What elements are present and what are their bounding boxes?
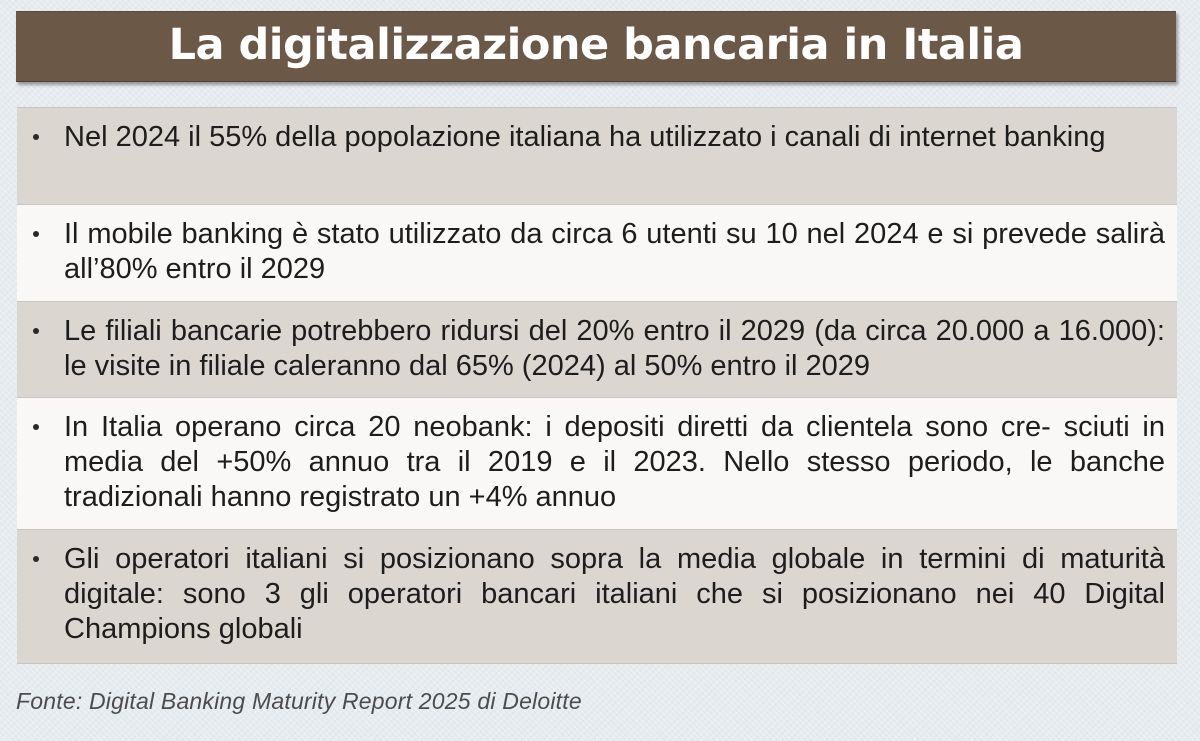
source-note: Fonte: Digital Banking Maturity Report 2… [16,688,582,714]
list-item: Le filiali bancarie potrebbero ridursi d… [17,302,1177,398]
bullet-icon [33,134,39,140]
page-title: La digitalizzazione bancaria in Italia [168,20,1024,70]
list-item: In Italia operano circa 20 neobank: i de… [17,398,1177,530]
bullet-icon [33,556,39,562]
list-item: Nel 2024 il 55% della popolazione italia… [17,108,1177,205]
list-item-text: In Italia operano circa 20 neobank: i de… [64,411,1165,513]
list-item: Gli operatori italiani si posizionano so… [17,530,1177,664]
list-item-text: Le filiali bancarie potrebbero ridursi d… [64,315,1165,382]
list-item-text: Nel 2024 il 55% della popolazione italia… [64,121,1106,153]
bullet-list: Nel 2024 il 55% della popolazione italia… [17,107,1177,664]
title-banner: La digitalizzazione bancaria in Italia [16,11,1176,82]
bullet-icon [33,231,39,237]
list-item-text: Gli operatori italiani si posizionano so… [64,543,1165,645]
list-item: Il mobile banking è stato utilizzato da … [17,205,1177,302]
list-item-text: Il mobile banking è stato utilizzato da … [64,218,1165,285]
bullet-icon [33,424,39,430]
bullet-icon [33,328,39,334]
